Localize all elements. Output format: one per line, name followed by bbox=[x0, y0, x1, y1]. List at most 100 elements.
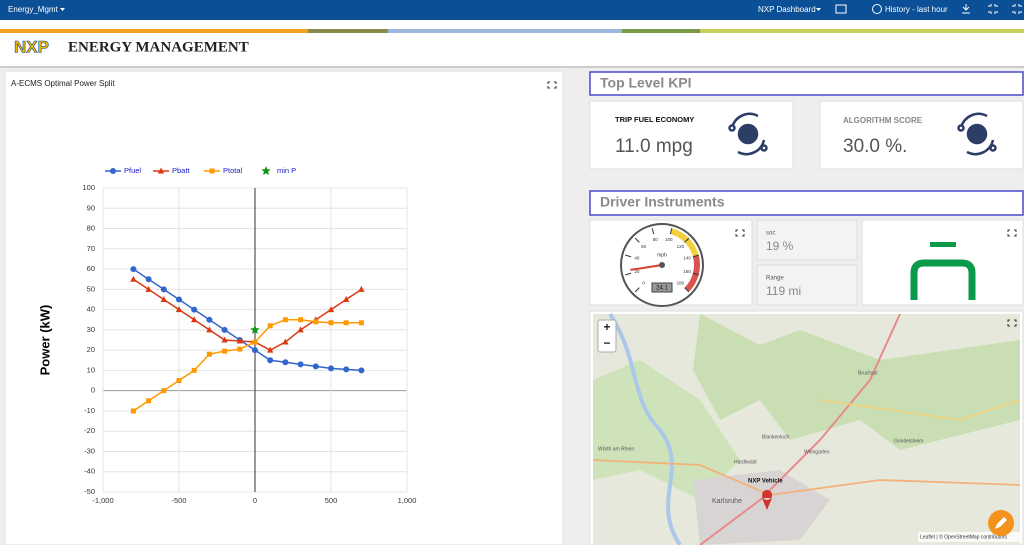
header-title: ENERGY MANAGEMENT bbox=[68, 39, 249, 55]
y-tick-label: 50 bbox=[87, 284, 95, 293]
y-tick-label: 40 bbox=[87, 305, 95, 314]
forest bbox=[593, 360, 740, 500]
point bbox=[237, 346, 243, 352]
point bbox=[282, 359, 289, 366]
download-icon[interactable] bbox=[962, 4, 970, 14]
point bbox=[328, 320, 334, 326]
history-range[interactable]: History - last hour bbox=[885, 5, 948, 14]
gauge-tick bbox=[692, 272, 699, 276]
point bbox=[328, 365, 334, 372]
point bbox=[252, 347, 258, 354]
point bbox=[222, 348, 228, 354]
stripe bbox=[622, 29, 700, 33]
legend-label: min P bbox=[277, 166, 296, 175]
road bbox=[699, 313, 901, 545]
chart-panel bbox=[4, 70, 564, 545]
point bbox=[161, 388, 167, 394]
zoom-in[interactable]: + bbox=[603, 320, 610, 334]
point bbox=[130, 266, 137, 273]
y-tick-label: 90 bbox=[87, 203, 95, 212]
point bbox=[267, 323, 273, 329]
section-title: Top Level KPI bbox=[600, 75, 692, 91]
stripe bbox=[308, 29, 388, 33]
kpi-card bbox=[819, 100, 1024, 170]
point bbox=[327, 306, 335, 313]
battery-icon bbox=[910, 259, 976, 300]
map-label: Blankenloch bbox=[762, 434, 789, 440]
vehicle-label: NXP Vehicle bbox=[748, 479, 783, 485]
point bbox=[282, 317, 288, 323]
point bbox=[146, 398, 152, 404]
gauge-tick bbox=[634, 287, 640, 293]
expand-icon[interactable] bbox=[547, 81, 557, 89]
soc-label: soc bbox=[766, 231, 775, 237]
y-tick-label: -40 bbox=[84, 467, 95, 476]
gauge-tick bbox=[651, 228, 655, 235]
point bbox=[191, 306, 198, 313]
river bbox=[608, 312, 682, 545]
y-tick-label: 30 bbox=[87, 325, 95, 334]
expand-icon[interactable] bbox=[1007, 319, 1017, 327]
dashboard-menu[interactable]: NXP Dashboard bbox=[758, 5, 816, 14]
point bbox=[221, 336, 228, 343]
fullscreen-icon[interactable] bbox=[988, 4, 998, 14]
kpi-card bbox=[589, 100, 794, 170]
zoom-out[interactable]: − bbox=[603, 336, 610, 350]
expand-icon[interactable] bbox=[735, 229, 745, 237]
gauge-tick bbox=[669, 228, 673, 235]
gauge-tick bbox=[634, 237, 640, 243]
gauge-tick-label: 60 bbox=[641, 244, 647, 249]
y-tick-label: 100 bbox=[82, 183, 95, 192]
gauge-tick-label: 140 bbox=[683, 255, 691, 260]
stripe bbox=[700, 29, 1024, 33]
logo: NXP bbox=[14, 37, 49, 56]
section-header bbox=[589, 71, 1024, 96]
gauge-hub bbox=[659, 262, 665, 268]
point bbox=[176, 296, 182, 303]
x-tick-label: -1,000 bbox=[92, 496, 113, 505]
attribution: Leaflet | © OpenStreetMap contributors bbox=[920, 533, 1007, 540]
header-shadow bbox=[0, 66, 1024, 68]
expand-icon[interactable] bbox=[1007, 229, 1017, 237]
kpi-value: 11.0 mpg bbox=[615, 136, 693, 157]
gauge-readout-box bbox=[651, 282, 673, 293]
point bbox=[236, 337, 243, 344]
point bbox=[206, 316, 213, 323]
map[interactable]: + − NXP Vehicle Leaflet | © OpenStreetMa… bbox=[592, 312, 1021, 545]
dashboard-name[interactable]: Energy_Mgmt bbox=[8, 5, 59, 14]
x-tick-label: 500 bbox=[325, 496, 338, 505]
chart-title: A-ECMS Optimal Power Split bbox=[11, 79, 115, 88]
y-tick-label: 20 bbox=[87, 345, 95, 354]
map-label: Karlsruhe bbox=[712, 498, 742, 505]
stripe bbox=[0, 29, 308, 33]
top-bar bbox=[0, 0, 1024, 20]
kpi-icon bbox=[957, 112, 997, 156]
map-label: Weingarten bbox=[804, 449, 830, 455]
point bbox=[145, 276, 152, 283]
point bbox=[297, 361, 304, 368]
display-icon[interactable] bbox=[835, 4, 847, 14]
history-icon[interactable] bbox=[872, 4, 882, 14]
attribution-box bbox=[918, 532, 1020, 542]
gauge-tick bbox=[625, 254, 632, 258]
stripe bbox=[388, 29, 622, 33]
fullscreen-icon[interactable] bbox=[1012, 4, 1022, 14]
range-card bbox=[756, 264, 858, 306]
x-tick-label: 1,000 bbox=[398, 496, 417, 505]
y-tick-label: -50 bbox=[84, 487, 95, 496]
gauge-tick bbox=[684, 237, 690, 243]
legend-label: Ptotal bbox=[223, 166, 243, 175]
point bbox=[191, 316, 198, 323]
dropdown-icon[interactable] bbox=[60, 8, 65, 11]
dropdown-icon[interactable] bbox=[816, 8, 821, 11]
series-line bbox=[132, 318, 362, 412]
y-axis-label: Power (kW) bbox=[37, 305, 52, 376]
point bbox=[313, 319, 319, 325]
gauge-readout: 24.1 bbox=[656, 286, 668, 292]
point bbox=[160, 286, 167, 293]
gauge-tick-label: 20 bbox=[634, 269, 640, 274]
gauge-tick bbox=[625, 272, 632, 276]
city-area bbox=[693, 470, 830, 545]
point bbox=[250, 324, 260, 334]
edit-icon bbox=[995, 517, 1007, 529]
